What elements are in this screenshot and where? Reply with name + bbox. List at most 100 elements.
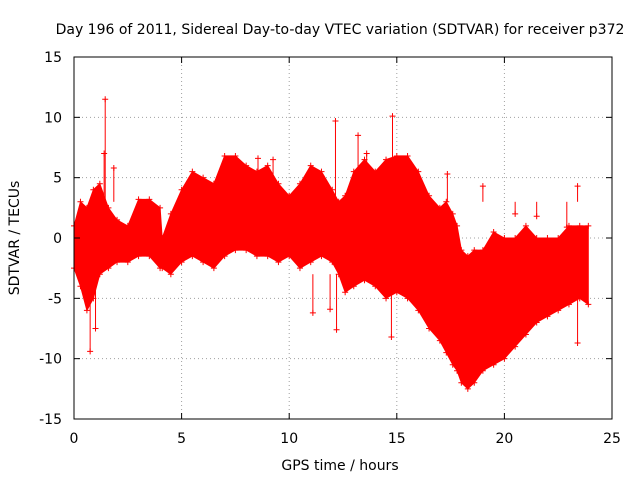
y-tick-label: -10 [39, 352, 62, 368]
data-point-marker [264, 162, 271, 169]
data-point-marker [90, 186, 97, 193]
y-tick-label: -5 [48, 291, 62, 307]
data-point-marker [342, 289, 349, 296]
data-point-marker [114, 259, 121, 266]
outlier-point [574, 339, 581, 346]
data-series [71, 96, 592, 392]
data-point-marker [307, 259, 314, 266]
data-point-marker [454, 222, 461, 229]
data-point-marker [576, 222, 583, 229]
data-point-marker [533, 235, 540, 241]
data-point-marker [449, 210, 456, 217]
data-point-marker [404, 295, 411, 302]
data-point-marker [544, 235, 551, 241]
outlier-point [363, 150, 370, 157]
data-point-marker [426, 325, 433, 332]
x-tick-label: 5 [177, 431, 186, 447]
outlier-point [102, 96, 109, 103]
data-point-marker [393, 152, 400, 159]
data-point-marker [555, 307, 562, 314]
data-point-marker [318, 253, 325, 260]
outlier-point [444, 171, 451, 178]
data-point-marker [490, 361, 497, 368]
data-point-marker [200, 259, 207, 266]
data-point-marker [189, 253, 196, 260]
outlier-point [309, 309, 316, 316]
y-axis-label: SDTVAR / TECUs [7, 181, 23, 296]
data-point-marker [232, 247, 239, 254]
outlier-point [101, 150, 108, 157]
data-point-marker [464, 385, 471, 392]
data-point-marker [275, 180, 282, 187]
data-point-marker [167, 210, 174, 217]
data-point-marker [361, 277, 368, 284]
data-point-marker [372, 283, 379, 290]
outlier-point [355, 132, 362, 139]
x-tick-label: 0 [70, 431, 79, 447]
data-point-marker [296, 265, 303, 272]
data-point-marker [383, 295, 390, 302]
data-point-marker [342, 192, 349, 199]
outlier-point [574, 183, 581, 190]
data-point-marker [415, 307, 422, 314]
data-point-marker [210, 180, 217, 187]
data-point-marker [275, 259, 282, 266]
data-point-marker [454, 367, 461, 374]
outlier-point [270, 156, 277, 163]
chart-title: Day 196 of 2011, Sidereal Day-to-day VTE… [56, 22, 625, 38]
outlier-point [563, 224, 570, 231]
y-tick-label: -15 [39, 412, 62, 428]
data-point-marker [471, 247, 478, 254]
data-point-marker [501, 355, 508, 362]
data-point-marker [544, 313, 551, 320]
data-point-marker [286, 253, 293, 260]
data-point-marker [77, 198, 84, 205]
data-point-marker [426, 192, 433, 199]
data-point-marker [253, 168, 260, 175]
x-axis-label: GPS time / hours [281, 458, 398, 474]
data-point-marker [329, 259, 336, 266]
data-point-marker [189, 168, 196, 175]
data-point-marker [479, 367, 486, 374]
outlier-point [388, 333, 395, 340]
data-point-marker [146, 253, 153, 260]
data-point-marker [243, 247, 250, 254]
data-point-marker [159, 235, 166, 241]
data-point-marker [296, 180, 303, 187]
data-point-marker [96, 180, 103, 187]
data-point-marker [105, 204, 112, 211]
data-point-marker [114, 216, 121, 223]
x-tick-label: 20 [495, 431, 513, 447]
data-point-marker [436, 337, 443, 344]
data-point-marker [479, 247, 486, 254]
data-point-marker [243, 162, 250, 169]
outlier-point [333, 326, 340, 333]
data-point-marker [77, 283, 84, 290]
data-point-marker [329, 186, 336, 193]
data-point-marker [167, 271, 174, 278]
data-point-marker [286, 192, 293, 199]
data-point-marker [533, 319, 540, 326]
data-point-marker [232, 152, 239, 159]
data-point-marker [135, 253, 142, 260]
data-point-marker [264, 253, 271, 260]
y-tick-label: 10 [44, 110, 62, 126]
data-point-marker [522, 222, 529, 229]
data-point-marker [350, 168, 357, 175]
data-point-marker [404, 152, 411, 159]
outlier-point [533, 213, 540, 220]
data-point-marker [490, 228, 497, 235]
data-point-marker [318, 168, 325, 175]
data-point-marker [178, 259, 185, 266]
data-point-marker [124, 259, 131, 266]
outlier-point [332, 117, 339, 124]
data-point-marker [105, 265, 112, 272]
y-tick-label: 15 [44, 50, 62, 66]
outlier-point [327, 306, 334, 313]
data-point-marker [522, 331, 529, 338]
data-point-marker [157, 204, 164, 211]
data-point-marker [253, 253, 260, 260]
data-point-marker [372, 168, 379, 175]
data-point-marker [555, 235, 562, 241]
